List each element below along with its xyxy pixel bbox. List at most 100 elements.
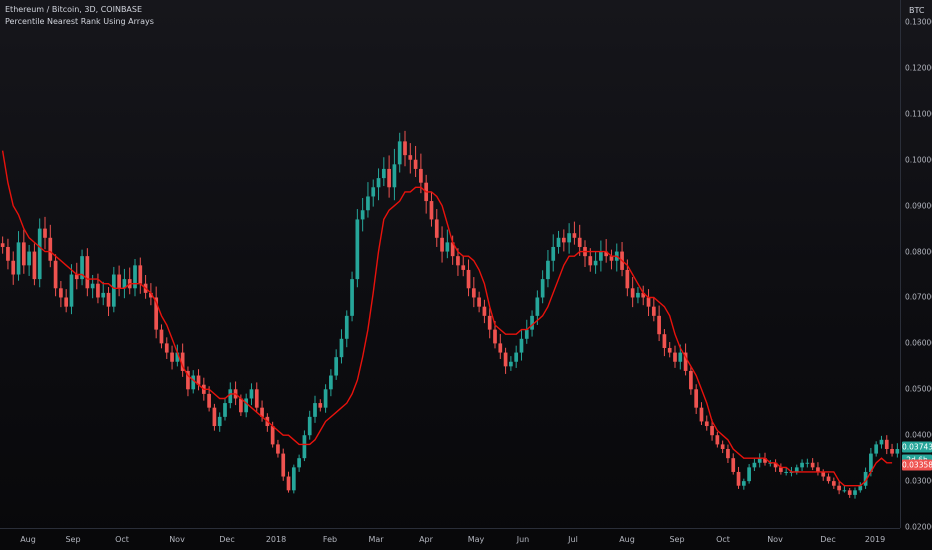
time-tick-label[interactable]: Sep [65,535,81,544]
candle-body [853,490,857,495]
candle-body [64,297,69,307]
candle-body [244,398,249,413]
candle [699,402,704,425]
candle [355,209,360,288]
candle [191,370,196,394]
time-tick-label[interactable]: Feb [322,535,338,544]
candle [291,464,296,494]
candle [207,386,211,412]
time-tick-label[interactable]: Nov [169,535,185,544]
candle-body [726,448,730,459]
time-tick-label[interactable]: Nov [767,535,783,544]
candle-body [831,481,836,486]
candle-body [286,476,291,491]
time-tick-label[interactable]: Jun [516,535,530,544]
price-axis-unit[interactable]: BTC [909,6,925,15]
candle [546,250,550,288]
candle-body [376,178,381,188]
candle [524,319,529,344]
candle [561,229,566,252]
plot-area[interactable] [0,0,900,528]
time-tick-label[interactable]: 2019 [864,535,886,544]
candle [419,153,423,194]
candle-body [493,329,497,344]
candle-body [763,458,767,463]
time-tick-label[interactable]: Jul [568,535,578,544]
candle [599,240,603,272]
time-axis[interactable]: Aug Sep Oct Nov Dec 2018 Feb Mar Apr May Jun Jul Aug… [0,528,900,550]
candle [704,415,709,431]
time-tick-label[interactable]: Sep [669,535,685,544]
candle [784,467,789,476]
time-tick-label[interactable]: Oct [115,535,129,544]
candle [117,265,121,297]
candle-body [890,448,894,454]
candle [477,291,481,313]
time-tick-label[interactable]: May [467,535,485,544]
candle [736,466,741,489]
candle [16,231,21,281]
candle [604,239,609,263]
candle [217,412,222,432]
candle [260,400,264,422]
candle [74,262,79,290]
candle-body [456,256,460,266]
time-tick-label[interactable]: Aug [20,535,36,544]
candle [673,345,677,368]
time-tick-label[interactable]: Oct [716,535,730,544]
candle [154,286,159,339]
candle-body [477,297,481,307]
candle-body [752,462,757,468]
candle-body [482,306,487,316]
indicator-title[interactable]: Percentile Nearest Rank Using Arrays [5,17,154,26]
candle [434,209,439,247]
candle [122,268,127,299]
time-tick-label[interactable]: Apr [419,535,433,544]
candle [64,289,69,313]
candle [858,482,863,493]
candle [884,435,889,455]
candle-body [90,283,95,289]
candlestick-chart[interactable] [0,0,900,528]
candle-body [381,168,386,179]
candle [387,155,391,198]
candle [48,224,53,268]
candle [244,393,249,418]
time-tick-label[interactable]: Aug [619,535,635,544]
candle [11,251,16,285]
candle-body [212,407,217,427]
time-tick-label[interactable]: Dec [820,535,836,544]
symbol-title[interactable]: Ethereum / Bitcoin, 3D, COINBASE [5,5,143,14]
candle [164,337,169,359]
candle [879,435,884,449]
time-tick-label[interactable]: 2018 [265,535,287,544]
candle [223,397,227,421]
candle [43,216,47,250]
candle [456,248,460,276]
candle-body [207,393,211,408]
candle [874,441,879,457]
candle-body [863,471,868,486]
candle-body [884,439,889,449]
candle-body [794,467,799,472]
time-tick-label[interactable]: Mar [368,535,384,544]
candle [96,273,100,304]
candle-body [509,361,513,367]
candle-body [21,242,26,266]
time-tick-label[interactable]: Dec [219,535,235,544]
candle [630,277,635,308]
